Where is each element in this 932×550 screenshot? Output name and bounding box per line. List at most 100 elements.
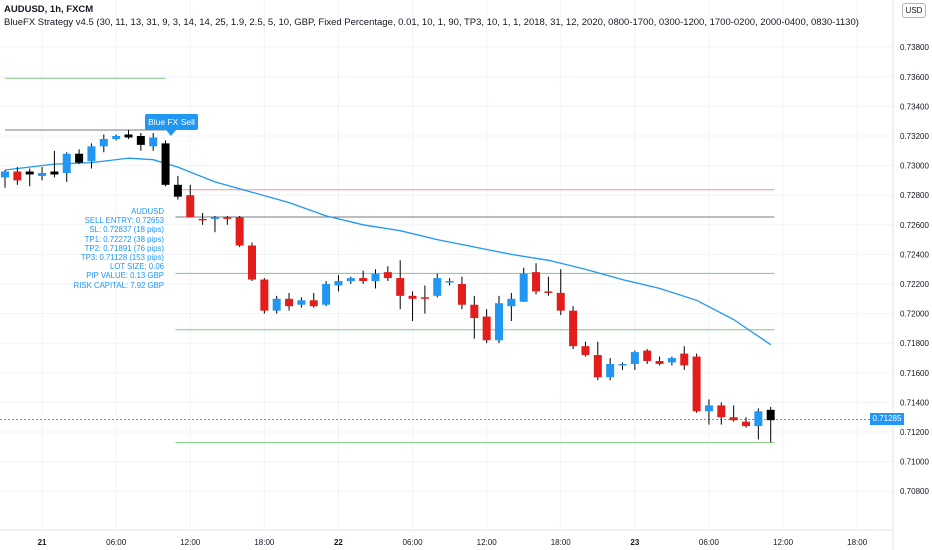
x-tick-label: 06:00 xyxy=(699,538,720,547)
candle-body xyxy=(643,350,652,361)
x-tick-label: 06:00 xyxy=(106,538,127,547)
candle-body xyxy=(519,273,528,302)
y-tick-label: 0.72600 xyxy=(900,221,929,230)
candle-body xyxy=(606,363,615,378)
candle-body xyxy=(99,138,108,147)
y-tick-label: 0.72800 xyxy=(900,191,929,200)
candle-body xyxy=(13,171,22,181)
candle-body xyxy=(581,346,590,356)
trade-info-box: AUDUSD SELL ENTRY: 0.72653 SL: 0.72837 (… xyxy=(60,207,164,290)
x-tick-label: 22 xyxy=(334,538,343,547)
candle-body xyxy=(136,135,145,145)
candle-body xyxy=(544,291,553,293)
x-tick-label: 18:00 xyxy=(254,538,275,547)
candle-body xyxy=(50,171,59,175)
candle-body xyxy=(470,304,479,319)
candle-body xyxy=(507,298,516,307)
candle-body xyxy=(112,135,121,139)
sell-signal-arrow-icon xyxy=(166,130,176,136)
currency-badge[interactable]: USD xyxy=(902,3,926,18)
candle-body xyxy=(667,358,676,363)
candle-body xyxy=(25,171,34,175)
y-tick-label: 0.71200 xyxy=(900,428,929,437)
candle-body xyxy=(680,353,689,366)
y-tick-label: 0.72400 xyxy=(900,250,929,259)
candle-body xyxy=(173,184,182,197)
info-risk-capital: RISK CAPITAL: 7.92 GBP xyxy=(73,280,164,290)
candle-body xyxy=(297,300,306,305)
candle-body xyxy=(309,300,318,307)
candle-body xyxy=(186,195,195,218)
candle-body xyxy=(593,355,602,378)
y-tick-label: 0.72000 xyxy=(900,310,929,319)
candle-body xyxy=(346,278,355,282)
info-stop-loss: SL: 0.72837 (18 pips) xyxy=(89,225,164,235)
candle-body xyxy=(420,297,429,299)
y-tick-label: 0.73200 xyxy=(900,132,929,141)
candle-body xyxy=(260,279,269,311)
last-price-badge: 0.71285 xyxy=(870,413,904,426)
candle-body xyxy=(272,298,281,311)
y-tick-label: 0.72200 xyxy=(900,280,929,289)
x-tick-label: 18:00 xyxy=(847,538,868,547)
info-sell-entry: SELL ENTRY: 0.72653 xyxy=(84,216,164,226)
candle-body xyxy=(655,360,664,364)
candle-body xyxy=(149,137,158,147)
candle-body xyxy=(87,146,96,162)
y-tick-label: 0.73400 xyxy=(900,102,929,111)
candle-body xyxy=(322,284,331,305)
candle-body xyxy=(248,245,256,280)
candle-body xyxy=(630,352,639,364)
candle-body xyxy=(285,298,294,307)
candle-body xyxy=(383,272,392,279)
y-tick-label: 0.73600 xyxy=(900,73,929,82)
moving-average-line xyxy=(4,157,772,346)
candle-body xyxy=(754,411,763,427)
candle-body xyxy=(408,295,417,299)
candle-body xyxy=(124,134,133,138)
x-tick-label: 12:00 xyxy=(773,538,794,547)
y-tick-label: 0.73000 xyxy=(900,162,929,171)
candle-body xyxy=(692,356,701,412)
info-symbol: AUDUSD xyxy=(131,207,164,216)
candle-body xyxy=(359,278,368,282)
x-tick-label: 23 xyxy=(630,538,639,547)
info-tp3: TP3: 0.71128 (153 pips) xyxy=(80,253,164,263)
candle-body xyxy=(569,310,578,347)
candle-body xyxy=(766,409,775,421)
strategy-legend[interactable]: BlueFX Strategy v4.5 (30, 11, 13, 31, 9,… xyxy=(4,17,859,28)
candle-body xyxy=(371,273,380,282)
candle-body xyxy=(38,172,47,176)
y-tick-label: 0.71400 xyxy=(900,398,929,407)
y-tick-label: 0.71600 xyxy=(900,369,929,378)
candle-body xyxy=(75,153,84,163)
candle-body xyxy=(334,281,343,286)
candle-body xyxy=(445,281,454,283)
y-tick-label: 0.71000 xyxy=(900,458,929,467)
y-tick-label: 0.70800 xyxy=(900,487,929,496)
candle-body xyxy=(433,278,442,296)
candle-body xyxy=(742,421,750,427)
candle-body xyxy=(396,278,405,296)
sell-signal-label: Blue FX Sell xyxy=(145,114,198,130)
x-tick-label: 18:00 xyxy=(551,538,572,547)
info-tp2: TP2: 0.71891 (76 pips) xyxy=(84,243,164,253)
candle-body xyxy=(532,272,541,292)
candle-body xyxy=(161,143,170,185)
y-tick-label: 0.73800 xyxy=(900,43,929,52)
candle-body xyxy=(482,316,491,341)
y-tick-label: 0.71800 xyxy=(900,339,929,348)
info-tp1: TP1: 0.72272 (38 pips) xyxy=(84,234,164,244)
candle-body xyxy=(198,218,207,221)
candle-body xyxy=(556,292,565,311)
chart-title: AUDUSD, 1h, FXCM xyxy=(4,4,94,15)
candle-body xyxy=(717,405,726,418)
candle-body xyxy=(457,284,466,305)
candle-body xyxy=(495,303,503,341)
candle-body xyxy=(210,217,219,219)
info-pip-value: PIP VALUE: 0.13 GBP xyxy=(86,271,164,281)
candle-body xyxy=(729,417,738,421)
candle-body xyxy=(704,405,713,412)
candle-body xyxy=(235,217,244,246)
